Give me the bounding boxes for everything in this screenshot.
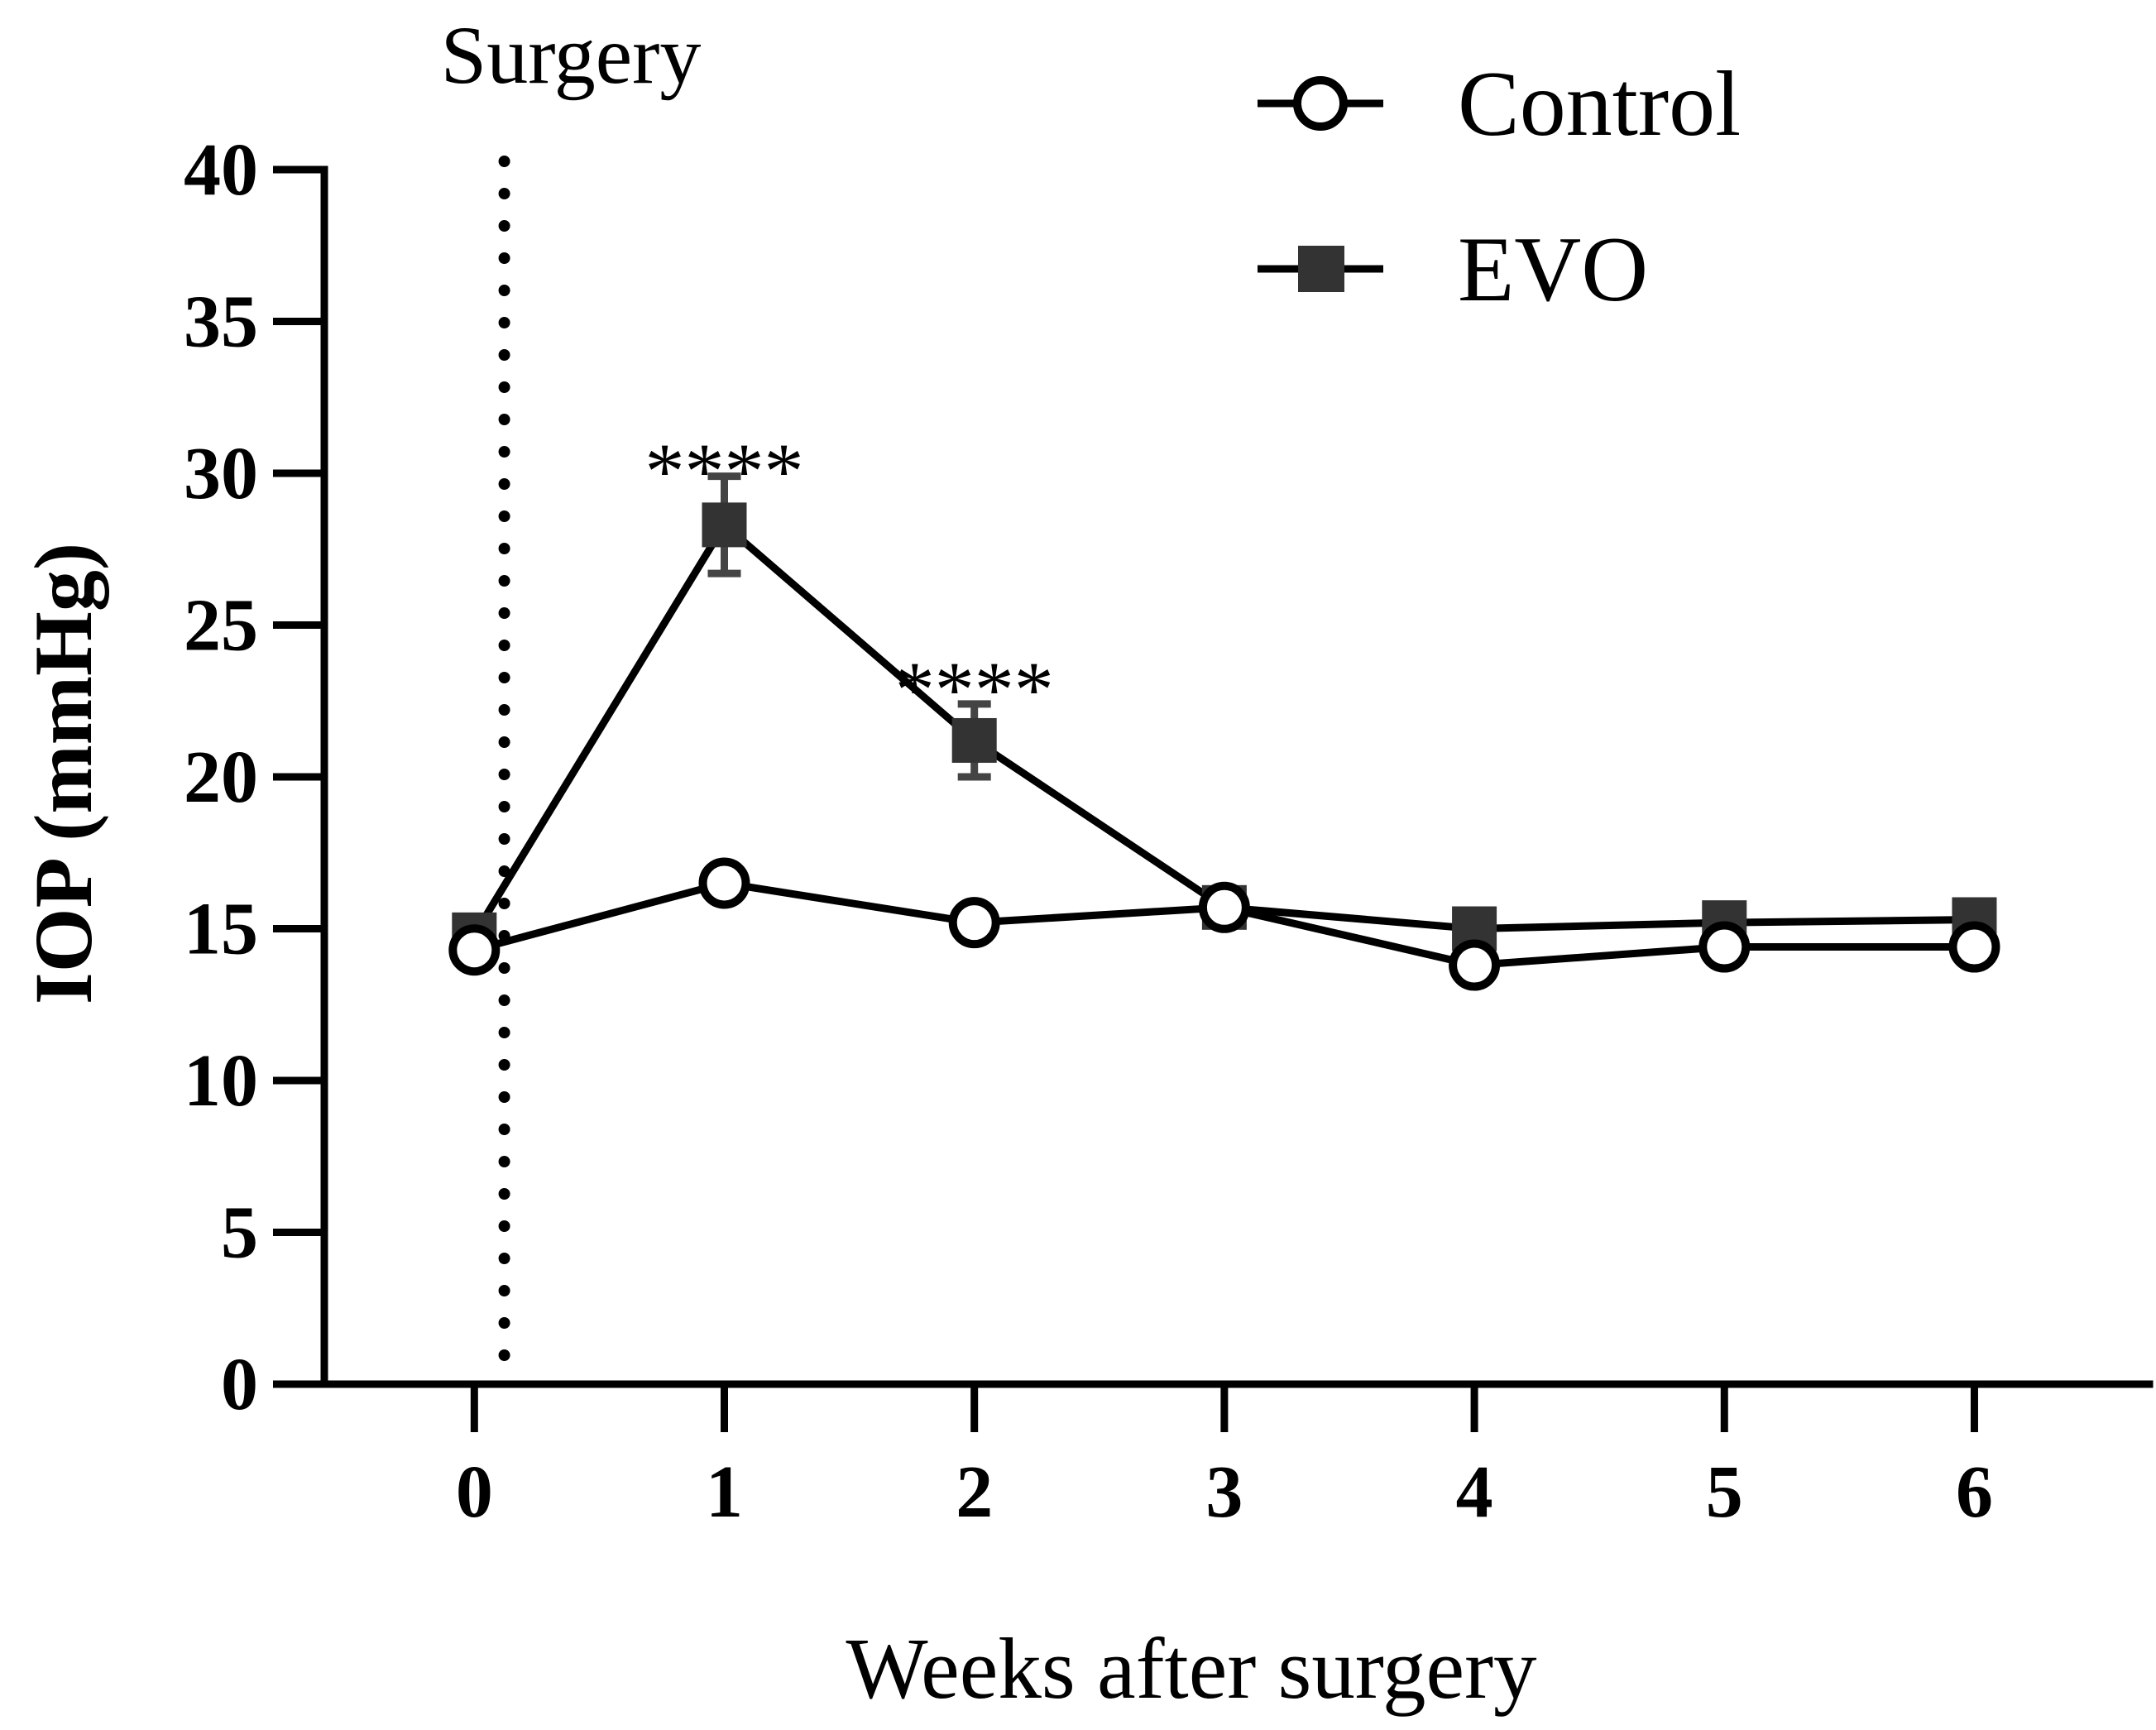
x-tick-label: 3 — [1205, 1451, 1243, 1533]
legend-label: EVO — [1458, 218, 1648, 321]
x-tick-label: 2 — [956, 1451, 993, 1533]
significance-stars: **** — [895, 645, 1054, 734]
legend-marker-circle — [1293, 76, 1348, 131]
y-tick-label: 35 — [184, 281, 258, 363]
x-tick-label: 6 — [1956, 1451, 1993, 1533]
data-point-evo — [951, 717, 997, 763]
data-point-evo — [702, 502, 747, 548]
data-point-control — [1449, 939, 1501, 991]
significance-annotations: **** **** — [645, 427, 1054, 734]
y-tick-label: 15 — [184, 889, 258, 970]
y-tick-label: 20 — [184, 736, 258, 818]
series-group — [448, 472, 2000, 991]
legend-label: Control — [1458, 53, 1741, 156]
data-point-control — [1948, 921, 2000, 973]
series-control — [448, 857, 2000, 991]
x-axis-ticks: 0 1 2 3 4 5 6 — [456, 1384, 1993, 1533]
reference-line-label: Surgery — [441, 9, 702, 101]
legend-marker-square — [1298, 246, 1344, 292]
surgery-reference-line: Surgery — [441, 9, 702, 1372]
y-tick-label: 40 — [184, 129, 258, 211]
legend: Control EVO — [1258, 53, 1741, 321]
y-axis-label: IOP (mmHg) — [17, 543, 109, 1004]
data-point-control — [698, 857, 750, 909]
data-point-control — [1198, 881, 1250, 933]
data-point-control — [948, 897, 1000, 949]
y-tick-label: 25 — [184, 585, 258, 667]
data-point-control — [448, 924, 501, 976]
y-tick-label: 10 — [184, 1040, 258, 1122]
y-tick-label: 5 — [221, 1192, 258, 1274]
axes — [320, 165, 2154, 1388]
significance-stars: **** — [645, 427, 804, 515]
series-line-evo — [471, 520, 1975, 937]
x-tick-label: 4 — [1456, 1451, 1493, 1533]
x-tick-label: 5 — [1706, 1451, 1743, 1533]
y-tick-label: 0 — [221, 1344, 258, 1426]
x-tick-label: 1 — [706, 1451, 743, 1533]
y-tick-label: 30 — [184, 433, 258, 515]
legend-item-control: Control — [1258, 53, 1741, 156]
x-tick-label: 0 — [456, 1451, 493, 1533]
x-axis-label: Weeks after surgery — [846, 1620, 1537, 1717]
data-point-control — [1698, 921, 1751, 973]
y-axis-ticks: 0 5 10 15 20 25 30 35 40 — [184, 129, 324, 1426]
legend-item-evo: EVO — [1258, 218, 1648, 321]
